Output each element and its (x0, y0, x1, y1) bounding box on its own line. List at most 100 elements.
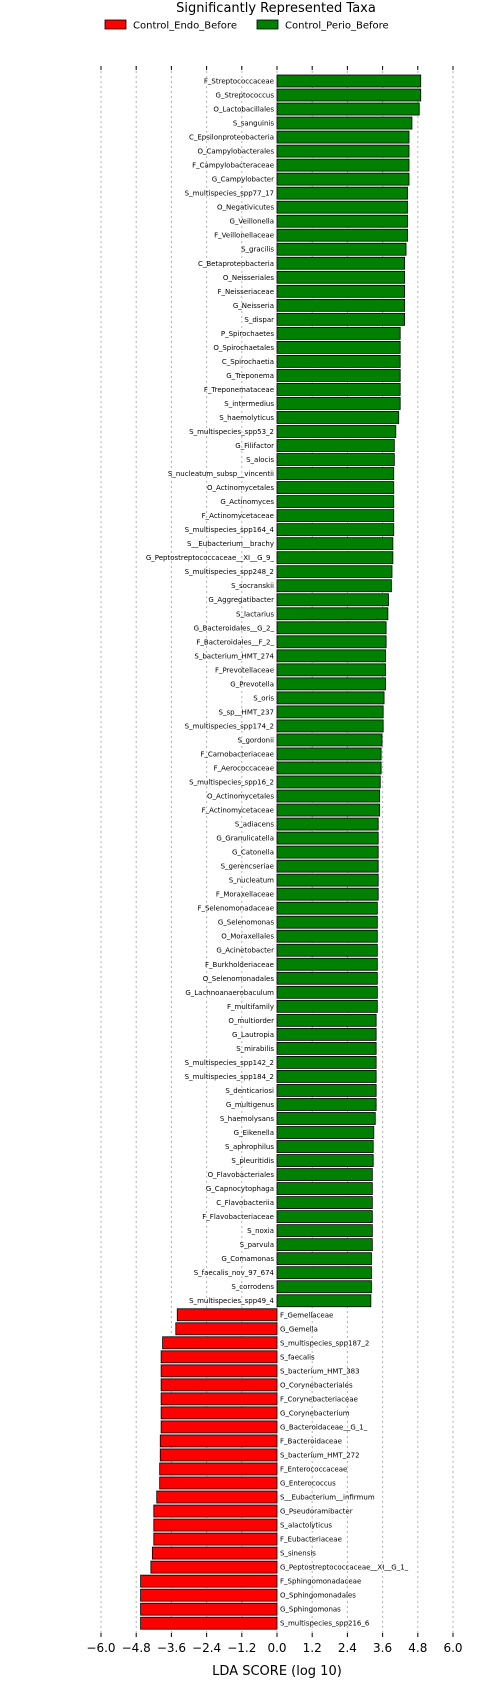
bars-group (140, 74, 422, 1630)
bar-label: S_bacterium_HMT_272 (280, 1451, 360, 1459)
bar (276, 242, 407, 256)
bar-label: S_multispecies_spp77_17 (185, 190, 274, 198)
bar-label: S_mirabilis (236, 1045, 274, 1053)
bar (276, 130, 410, 144)
bar-label: O_Lactobacillales (213, 106, 274, 114)
bar (276, 74, 422, 88)
bar (276, 817, 379, 831)
bar (276, 1238, 373, 1252)
bar-label: S_gerencseriae (221, 863, 274, 871)
bar (140, 1602, 278, 1616)
bar-label: G_Veillonella (229, 218, 274, 226)
bar (276, 1210, 373, 1224)
bar (276, 957, 378, 971)
bar-label: S_gracilis (241, 246, 274, 254)
bar-label: O_Neisseriales (223, 274, 274, 282)
bar-label: G_Filifactor (235, 442, 274, 450)
bar-label: G_Prevotella (230, 680, 274, 688)
bar (276, 158, 410, 172)
bar (276, 1112, 376, 1125)
bar-label: S_nucleatum (229, 877, 274, 885)
bar-label: G_Pseudoramibacter (280, 1508, 353, 1516)
legend-label: Control_Perio_Before (285, 21, 389, 32)
bar (276, 467, 395, 480)
bar-label: G_Catonella (232, 849, 274, 857)
x-tick-label: −3.6 (157, 1641, 186, 1655)
bar-label: F_Aerococcaceae (214, 764, 274, 772)
bar-label: S_corrodens (231, 1283, 274, 1291)
bar (276, 228, 408, 242)
bar (276, 411, 400, 424)
bar-label: O_Flavobacteriales (208, 1171, 275, 1179)
bar-label: S_socranskii (231, 582, 274, 590)
bar (160, 1364, 278, 1378)
bar (276, 509, 395, 523)
bar-label: G_Granulicatella (216, 835, 274, 843)
bar-label: O_Negativicutes (217, 204, 274, 212)
bar (276, 929, 378, 943)
bar-label: G_Peptostreptococcaceae__XI__G_9_ (146, 554, 275, 562)
bar (162, 1336, 278, 1350)
bar-label: G_Lachnoanaerobaculum (185, 989, 274, 997)
bar (159, 1448, 278, 1462)
bar (276, 551, 394, 565)
bar (150, 1560, 278, 1574)
bar-label: G_Campylobacter (212, 176, 274, 184)
bar-label: G_Streptococcus (215, 92, 274, 100)
bar (160, 1378, 278, 1392)
bar (276, 971, 378, 985)
bar-label: G_multigenus (226, 1101, 274, 1109)
bar (276, 677, 386, 691)
bar (276, 1252, 372, 1266)
bar-label: S_sanguinis (233, 120, 275, 128)
bar-label: G_Treponema (226, 372, 274, 380)
bar (160, 1392, 278, 1406)
bar (276, 999, 378, 1013)
bar-label: S_alocis (246, 456, 274, 464)
bar-label: C_Betaproteobacteria (198, 260, 274, 268)
bar-label: F_Selenomonadaceae (197, 905, 274, 913)
bar (276, 887, 379, 901)
bar (153, 1504, 278, 1518)
bar (276, 1168, 373, 1181)
bar (276, 214, 408, 228)
bar (276, 873, 379, 887)
bar-label: G_Selenomonas (218, 919, 274, 927)
bar (276, 901, 378, 915)
bar-label: S_oris (253, 694, 274, 702)
bar-label: O_Selenomonadales (203, 975, 275, 983)
bar (276, 915, 378, 929)
bar (276, 719, 384, 733)
bar-label: S_multispecies_spp16_2 (189, 779, 274, 787)
bar (160, 1350, 278, 1364)
bar-label: O_Actinomycetales (207, 484, 274, 492)
bar-label: S_adiacens (235, 821, 275, 829)
bar (159, 1462, 278, 1476)
bar-label: S_multispecies_spp216_6 (280, 1620, 370, 1628)
bar-label: S_gordonii (238, 736, 275, 744)
bar-label: F_Carnobacteriaceae (200, 750, 274, 758)
bar (276, 397, 401, 410)
bar (276, 1070, 377, 1083)
bar-label: G_Gemella (280, 1325, 318, 1333)
bar-label: S_haemolysans (220, 1115, 275, 1123)
bar (276, 495, 395, 509)
bar (276, 200, 408, 214)
bar-label: F_Actinomycetaceae (202, 512, 274, 520)
bar (176, 1308, 278, 1322)
bar-label: S_bacterium_HMT_274 (194, 652, 274, 660)
bar-label: G_Corynebacterium (280, 1409, 350, 1417)
bar-label: F_Corynebacteriaceae (280, 1395, 358, 1403)
bar (276, 845, 379, 859)
bar (276, 172, 410, 186)
bar (276, 1294, 372, 1308)
bar (276, 88, 422, 102)
bar (276, 831, 379, 845)
bar-label: F_Prevotellaceae (215, 666, 274, 674)
bar-label: F_Streptococcaceae (204, 78, 274, 86)
bar (276, 649, 386, 663)
bar (276, 803, 381, 817)
bar-label: G_Bacteroidales__G_2_ (194, 624, 275, 632)
bar-label: S_multispecies_spp184_2 (185, 1073, 274, 1081)
bar (156, 1490, 278, 1504)
